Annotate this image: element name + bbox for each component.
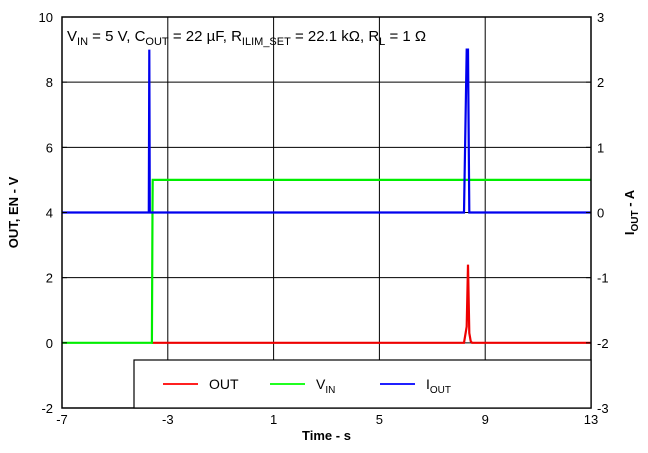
y-right-tick-label: -2 — [597, 336, 609, 351]
y-left-tick-label: 0 — [46, 336, 53, 351]
legend-label-main: OUT — [209, 376, 239, 392]
x-tick-label: -7 — [56, 412, 68, 427]
legend-label-main: V — [316, 376, 326, 392]
y-right-tick-label: 2 — [597, 75, 604, 90]
annotation-part: IN — [77, 36, 88, 48]
y-axis-right-label: IOUT - A — [622, 189, 641, 235]
y-left-tick-label: 6 — [46, 140, 53, 155]
series-line-i-out — [62, 48, 591, 214]
legend-label: OUT — [209, 376, 239, 392]
x-tick-label: 5 — [376, 412, 383, 427]
series-layer — [62, 48, 591, 344]
x-axis-label: Time - s — [302, 428, 351, 443]
x-tick-label: 13 — [584, 412, 598, 427]
annotation-part: = 1 Ω — [385, 28, 426, 45]
legend: OUT VIN IOUT — [133, 359, 592, 409]
series-line-out — [151, 264, 591, 344]
grid — [62, 17, 591, 360]
y-axis-left-label: OUT, EN - V — [6, 176, 21, 248]
y-left-tick-label: -2 — [41, 401, 53, 416]
y-left-tick-label: 10 — [39, 10, 53, 25]
x-tick-label: -3 — [162, 412, 174, 427]
annotation-part: V — [67, 28, 77, 45]
y-right-tick-label: 0 — [597, 206, 604, 221]
legend-label-sub: IN — [325, 385, 335, 396]
legend-label: IOUT — [426, 376, 451, 396]
series-line-v-in — [62, 178, 591, 344]
y-right-label-main: I — [622, 231, 637, 235]
legend-label-sub: OUT — [430, 385, 451, 396]
annotation-part: = 22 µF, R — [169, 28, 242, 45]
y-right-tick-label: -1 — [597, 271, 609, 286]
y-right-tick-label: 1 — [597, 140, 604, 155]
annotation-part: ILIM_SET — [242, 36, 291, 48]
annotation-part: = 5 V, C — [88, 28, 146, 45]
x-tick-label: 1 — [270, 412, 277, 427]
legend-label-main: I — [426, 376, 430, 392]
y-right-tick-label: 3 — [597, 10, 604, 25]
y-left-tick-label: 4 — [46, 206, 53, 221]
annotation-part: L — [379, 36, 385, 48]
y-right-label-suffix: - A — [622, 189, 637, 210]
annotation-part: OUT — [145, 36, 169, 48]
y-right-label-sub: OUT — [630, 210, 641, 231]
y-left-tick-label: 2 — [46, 271, 53, 286]
x-tick-label: 9 — [482, 412, 489, 427]
annotation-part: = 22.1 kΩ, R — [291, 28, 380, 45]
legend-label: VIN — [316, 376, 335, 396]
y-right-tick-label: -3 — [597, 401, 609, 416]
conditions-annotation: VIN = 5 V, COUT = 22 µF, RILIM_SET = 22.… — [67, 28, 426, 48]
y-left-tick-label: 8 — [46, 75, 53, 90]
legend-box — [133, 359, 592, 409]
